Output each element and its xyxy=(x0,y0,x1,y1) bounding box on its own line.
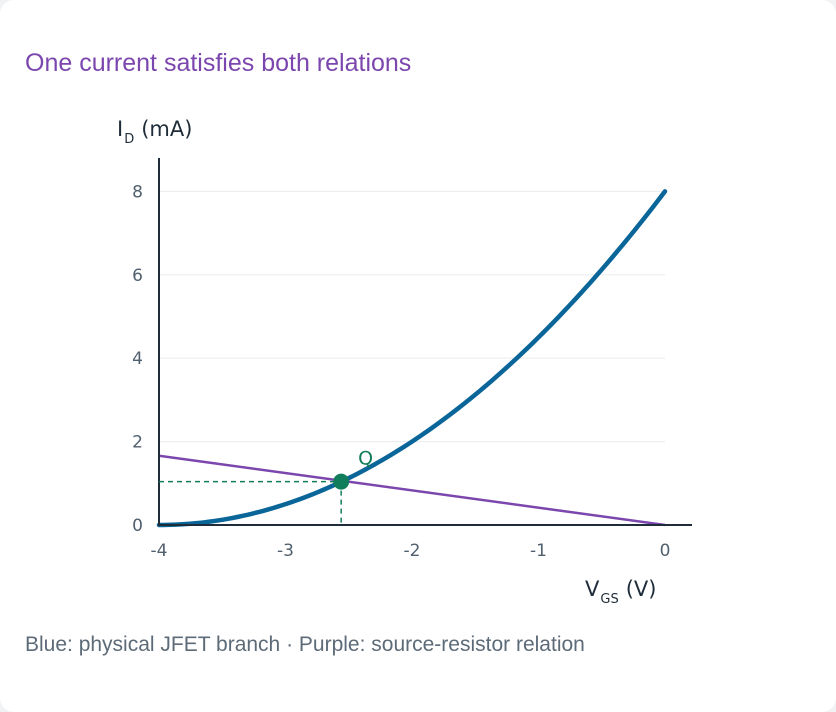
y-tick-label: 2 xyxy=(132,433,143,453)
y-tick-label: 6 xyxy=(132,266,143,286)
series-layer xyxy=(156,189,668,528)
x-tick-label: -1 xyxy=(530,541,547,561)
chart-caption: Blue: physical JFET branch · Purple: sou… xyxy=(25,633,585,656)
axes xyxy=(158,158,692,526)
grid-lines xyxy=(159,190,665,443)
chart-title: One current satisfies both relations xyxy=(25,49,412,77)
y-axis-title-sub: D xyxy=(124,132,134,147)
x-axis-title-sub: GS xyxy=(600,592,618,607)
y-axis-title: ID (mA) xyxy=(117,117,192,147)
x-axis-title-main: V xyxy=(585,577,600,601)
y-axis-title-main: I xyxy=(117,117,123,141)
jfet-curve xyxy=(156,189,668,528)
x-tick-label: 0 xyxy=(660,541,671,561)
q-point-marker xyxy=(333,473,350,490)
x-tick-label: -2 xyxy=(404,541,421,561)
x-axis-title-unit: (V) xyxy=(626,577,657,601)
y-axis-title-unit: (mA) xyxy=(141,117,192,141)
resistor-line xyxy=(158,454,666,527)
y-tick-label: 0 xyxy=(132,516,143,536)
q-point-label: Q xyxy=(358,448,373,470)
y-tick-label: 8 xyxy=(132,182,143,202)
x-axis-title: VGS (V) xyxy=(585,577,656,607)
x-tick-label: -4 xyxy=(151,541,168,561)
q-point-layer: Q xyxy=(159,448,373,525)
tick-labels: 0 2 4 6 8 -4 -3 -2 -1 0 xyxy=(132,182,670,561)
y-tick-label: 4 xyxy=(132,349,143,369)
x-tick-label: -3 xyxy=(277,541,294,561)
